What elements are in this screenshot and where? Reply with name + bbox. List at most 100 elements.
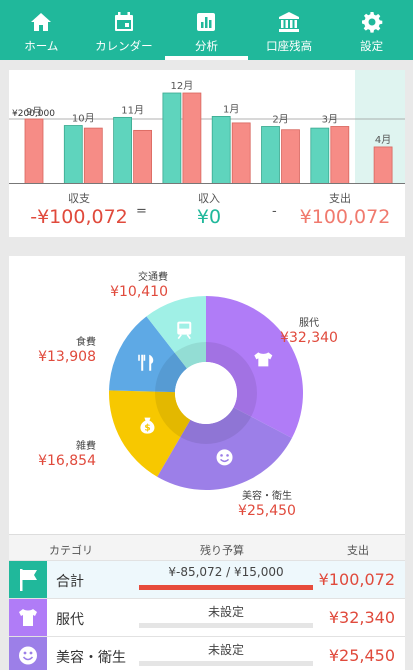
slice-name: 食費 [76, 335, 96, 348]
income-label: 収入 [198, 192, 220, 205]
budget-progress-bar [139, 661, 313, 666]
nav-calendar-label: カレンダー [95, 39, 153, 53]
slice-name: 雑費 [76, 439, 96, 452]
table-row-total[interactable]: 合計 ¥-85,072 / ¥15,000 ¥100,072 [9, 560, 405, 598]
equals-sign: = [136, 204, 147, 219]
expense-bar[interactable] [330, 126, 350, 184]
budget-progress-bar [139, 585, 313, 590]
shirt-icon [254, 352, 273, 367]
expense-bar[interactable] [231, 122, 251, 184]
shirt-icon [254, 352, 273, 367]
knife-icon [149, 354, 154, 371]
balance-label: 収支 [68, 192, 90, 205]
fork-tine [143, 354, 146, 361]
smiley-mouth [220, 458, 230, 463]
row-color-swatch [9, 561, 47, 598]
row-color-swatch [9, 599, 47, 636]
row-color-swatch [9, 637, 47, 670]
nav-home[interactable]: ホーム [0, 0, 83, 60]
month-label: 12月 [171, 80, 194, 92]
month-label: 2月 [272, 113, 288, 125]
row-name: 服代 [56, 612, 84, 628]
flag-icon [20, 569, 37, 591]
header-spent: 支出 [347, 544, 369, 557]
category-donut-chart: 服代¥32,340 美容・衛生¥25,450 $ 雑費¥16,854 食費¥13,908… [38, 270, 338, 519]
reference-label: ¥200,000 [12, 109, 55, 119]
donut-slice[interactable] [157, 407, 292, 490]
table-row-clothes[interactable]: 服代 未設定 ¥32,340 [9, 598, 405, 636]
slice-name: 美容・衛生 [242, 489, 292, 502]
month-label: 10月 [72, 113, 95, 125]
row-name: 合計 [56, 574, 84, 590]
income-bar[interactable] [162, 92, 182, 184]
calendar-icon [114, 12, 133, 31]
train-rails [177, 334, 191, 340]
expense-bar[interactable] [281, 129, 300, 184]
smiley-eye [220, 454, 223, 457]
donut-slice[interactable] [146, 296, 206, 369]
month-label: 3月 [322, 113, 338, 125]
month-label: 1月 [223, 103, 239, 115]
row-name: 美容・衛生 [56, 650, 126, 666]
money-bag-symbol: $ [144, 424, 150, 434]
slice-value: ¥10,410 [110, 284, 168, 300]
expense-label: 支出 [329, 192, 351, 205]
nav-settings-label: 設定 [360, 39, 384, 53]
slice-value: ¥25,450 [238, 503, 296, 519]
donut-inner-shadow [155, 342, 257, 444]
nav-home-label: ホーム [24, 39, 59, 53]
money-bag-icon: $ [140, 417, 155, 434]
nav-analysis[interactable]: 分析 [165, 0, 248, 60]
summary-row: 収支 -¥100,072 = 収入 ¥0 - 支出 ¥100,072 [9, 188, 405, 237]
budget-progress-bar [139, 623, 313, 628]
smiley-icon [19, 646, 37, 665]
income-bar[interactable] [63, 125, 83, 185]
bank-icon [279, 12, 300, 32]
smiley-eye [226, 454, 229, 457]
nav-balance[interactable]: 口座残高 [248, 0, 331, 60]
smiley-icon [216, 449, 233, 466]
donut-slice[interactable] [109, 390, 191, 477]
expense-bar[interactable] [373, 146, 393, 184]
nav-settings[interactable]: 設定 [330, 0, 413, 60]
fork-knife-icon [138, 354, 154, 371]
row-spent: ¥25,450 [328, 646, 395, 665]
row-budget: ¥-85,072 / ¥15,000 [168, 565, 284, 579]
nav-calendar[interactable]: カレンダー [83, 0, 166, 60]
donut-slice[interactable] [206, 296, 303, 439]
train-window [179, 323, 190, 329]
category-analysis-card: 服代 ¥32,340 美容・衛生 ¥25,450 $ 雑費 ¥16,854 食費 ¥13,908… [9, 256, 405, 670]
top-navigation: ホーム カレンダー 分析 口座残高 設定 [0, 0, 413, 60]
month-label: 9月 [26, 106, 42, 118]
slice-value: ¥16,854 [38, 453, 96, 469]
income-value: ¥0 [196, 206, 222, 228]
header-budget: 残り予算 [200, 544, 244, 557]
row-spent: ¥100,072 [318, 570, 395, 589]
slice-name: 交通費 [138, 270, 168, 283]
income-bar[interactable] [261, 126, 280, 184]
month-label: 4月 [375, 134, 391, 146]
row-budget: 未設定 [207, 605, 244, 619]
row-budget: 未設定 [207, 643, 244, 657]
expense-bar[interactable] [83, 127, 103, 184]
category-table-header: カテゴリ 残り予算 支出 [9, 534, 405, 560]
table-row-beauty[interactable]: 美容・衛生 未設定 ¥25,450 [9, 636, 405, 670]
income-bar[interactable] [211, 116, 231, 184]
slice-value: ¥32,340 [280, 330, 338, 346]
expense-bar[interactable] [24, 118, 44, 184]
donut-slice[interactable] [109, 316, 187, 393]
expense-bar[interactable] [133, 129, 152, 184]
home-icon [31, 13, 52, 31]
income-bar[interactable] [310, 127, 330, 184]
monthly-chart-card: ¥200,000 9月 10月 11月 12月 1月 2月 3月 4月 収支 - ¥100,072… [9, 70, 405, 237]
fork-icon [141, 354, 144, 371]
nav-balance-label: 口座残高 [266, 39, 313, 53]
minus-sign: - [272, 204, 277, 219]
income-bar[interactable] [113, 116, 132, 184]
expense-value: ¥100,072 [299, 206, 391, 228]
expense-bar[interactable] [182, 92, 202, 184]
header-category: カテゴリ [49, 544, 93, 557]
month-label: 11月 [121, 104, 144, 116]
budget-progress-fill [139, 585, 313, 590]
